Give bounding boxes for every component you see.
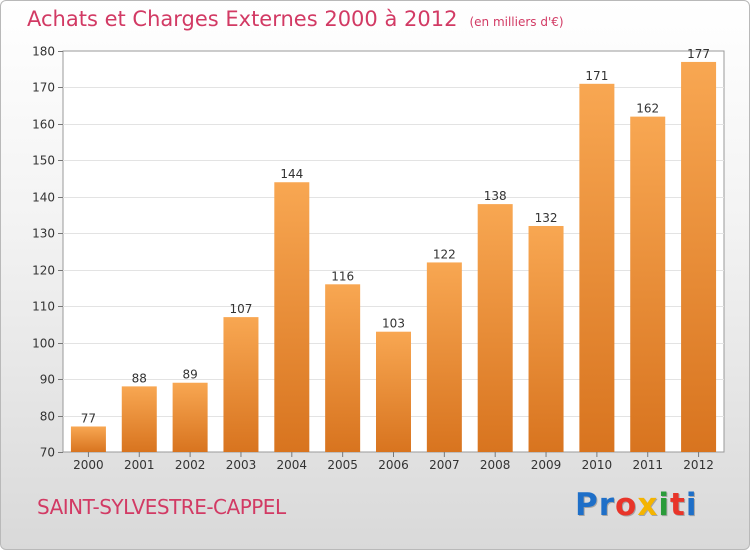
y-tick-label: 170: [32, 81, 55, 95]
y-tick-label: 160: [32, 118, 55, 132]
bar-value-label: 77: [81, 411, 96, 425]
bar: [528, 225, 564, 452]
bar: [121, 386, 157, 452]
bar: [274, 182, 310, 452]
x-tick-label: 2009: [531, 458, 562, 472]
brand-letter: i: [685, 487, 698, 523]
y-tick-label: 80: [40, 410, 55, 424]
x-tick-label: 2005: [327, 458, 358, 472]
bar: [681, 61, 717, 452]
x-tick-label: 2001: [124, 458, 155, 472]
bar-value-label: 138: [484, 189, 507, 203]
brand-letter: r: [598, 487, 616, 523]
brand-letter: i: [658, 487, 670, 523]
y-tick-label: 90: [40, 373, 55, 387]
x-tick-label: 2002: [175, 458, 206, 472]
x-tick-label: 2008: [480, 458, 511, 472]
bar: [579, 83, 615, 453]
bar: [172, 382, 208, 452]
bar-value-label: 116: [331, 269, 354, 283]
brand-letter: t: [669, 487, 686, 523]
bar: [477, 204, 513, 452]
brand-letter: o: [615, 487, 638, 523]
x-tick-label: 2000: [73, 458, 104, 472]
y-tick-label: 120: [32, 264, 55, 278]
x-tick-label: 2003: [226, 458, 257, 472]
bar-value-label: 122: [433, 247, 456, 261]
bar: [70, 426, 106, 452]
brand-letter: x: [637, 487, 659, 523]
bar-value-label: 171: [585, 69, 608, 83]
x-tick-label: 2006: [378, 458, 409, 472]
bar-value-label: 89: [182, 368, 197, 382]
bar: [376, 331, 411, 452]
y-tick-label: 130: [32, 227, 55, 241]
town-name: SAINT-SYLVESTRE-CAPPEL: [37, 495, 286, 519]
y-tick-label: 180: [32, 45, 55, 59]
bar-value-label: 107: [230, 302, 253, 316]
y-tick-label: 110: [32, 300, 55, 314]
chart-title: Achats et Charges Externes 2000 à 2012 (e…: [27, 7, 564, 31]
bar: [325, 284, 361, 452]
y-tick-label: 140: [32, 191, 55, 205]
x-tick-label: 2010: [582, 458, 613, 472]
brand-letter: P: [575, 487, 599, 523]
bar-value-label: 144: [280, 167, 303, 181]
bar-value-label: 103: [382, 317, 405, 331]
y-tick-label: 100: [32, 337, 55, 351]
bar: [223, 317, 259, 452]
x-tick-label: 2007: [429, 458, 460, 472]
x-tick-label: 2011: [632, 458, 663, 472]
bar: [630, 116, 666, 453]
bar-value-label: 177: [687, 47, 710, 61]
x-tick-label: 2012: [683, 458, 714, 472]
bar: [426, 262, 462, 452]
brand-logo: Proxiti: [575, 487, 697, 523]
bar-value-label: 132: [535, 211, 558, 225]
bar-value-label: 162: [636, 102, 659, 116]
bar-value-label: 88: [132, 371, 147, 385]
x-tick-label: 2004: [277, 458, 308, 472]
chart-title-text: Achats et Charges Externes 2000 à 2012: [27, 7, 458, 31]
y-tick-label: 70: [40, 446, 55, 460]
chart-subtitle: (en milliers d'€): [469, 15, 564, 29]
y-tick-label: 150: [32, 154, 55, 168]
